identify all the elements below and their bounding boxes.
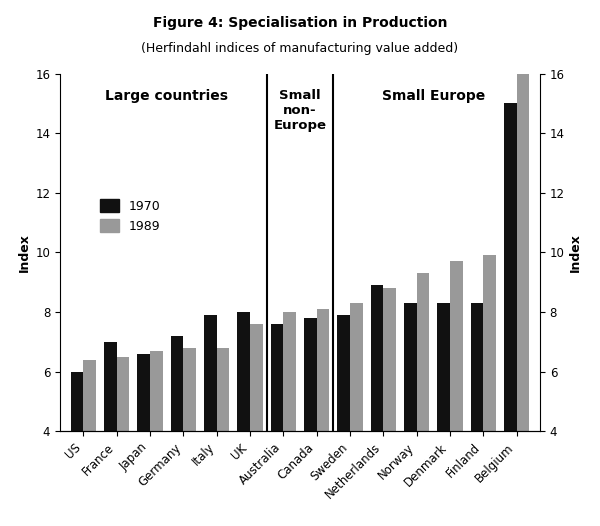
Bar xyxy=(271,324,283,526)
Bar xyxy=(371,285,383,526)
Bar xyxy=(217,348,229,526)
Bar xyxy=(150,351,163,526)
Bar xyxy=(337,315,350,526)
Bar xyxy=(250,324,263,526)
Bar xyxy=(416,274,430,526)
Bar xyxy=(450,261,463,526)
Bar xyxy=(383,288,396,526)
Bar xyxy=(470,303,484,526)
Bar xyxy=(437,303,450,526)
Bar xyxy=(404,303,416,526)
Bar xyxy=(83,360,96,526)
Bar xyxy=(71,372,83,526)
Bar xyxy=(504,104,517,526)
Text: Figure 4: Specialisation in Production: Figure 4: Specialisation in Production xyxy=(153,16,447,30)
Text: Small
non-
Europe: Small non- Europe xyxy=(274,88,326,132)
Y-axis label: Index: Index xyxy=(18,233,31,272)
Bar xyxy=(317,309,329,526)
Bar xyxy=(104,342,116,526)
Text: Large countries: Large countries xyxy=(105,88,228,103)
Text: Small Europe: Small Europe xyxy=(382,88,485,103)
Bar xyxy=(484,256,496,526)
Bar xyxy=(283,312,296,526)
Bar xyxy=(304,318,317,526)
Legend: 1970, 1989: 1970, 1989 xyxy=(95,194,166,238)
Bar xyxy=(184,348,196,526)
Text: (Herfindahl indices of manufacturing value added): (Herfindahl indices of manufacturing val… xyxy=(142,42,458,55)
Y-axis label: Index: Index xyxy=(569,233,582,272)
Bar xyxy=(170,336,184,526)
Bar xyxy=(137,354,150,526)
Bar xyxy=(204,315,217,526)
Bar xyxy=(116,357,130,526)
Bar xyxy=(238,312,250,526)
Bar xyxy=(350,303,362,526)
Bar xyxy=(517,68,529,526)
